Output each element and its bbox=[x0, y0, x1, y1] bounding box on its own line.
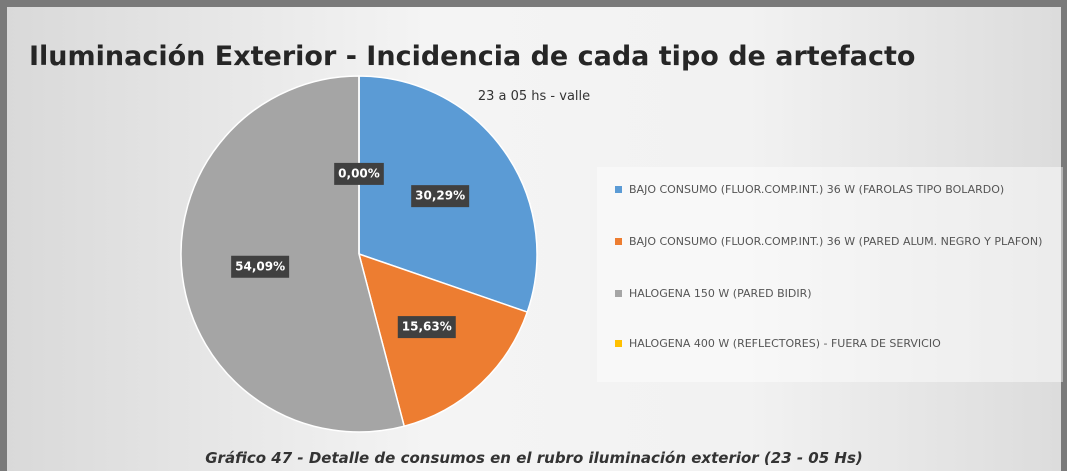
data-label-box bbox=[231, 255, 290, 278]
pie-slice bbox=[357, 252, 529, 428]
legend-label: HALOGENA 150 W (PARED BIDIR) bbox=[629, 287, 812, 300]
data-label-box bbox=[411, 185, 470, 208]
data-label: 54,09% bbox=[231, 255, 290, 278]
legend-entry: BAJO CONSUMO (FLUOR.COMP.INT.) 36 W (FAR… bbox=[615, 181, 1054, 199]
chart-title: Iluminación Exterior - Incidencia de cad… bbox=[29, 41, 916, 72]
data-label-text: 0,00% bbox=[338, 166, 380, 180]
data-label: 30,29% bbox=[411, 185, 470, 208]
legend-entry: BAJO CONSUMO (FLUOR.COMP.INT.) 36 W (PAR… bbox=[615, 233, 1054, 251]
legend-swatch bbox=[615, 238, 622, 245]
chart-subtitle: 23 a 05 hs - valle bbox=[477, 89, 591, 104]
data-label-text: 15,63% bbox=[402, 320, 452, 334]
data-label-text: 30,29% bbox=[415, 189, 465, 203]
data-label-box bbox=[334, 162, 384, 185]
pie-chart: 30,29% 15,63% 54,09% 0,00% bbox=[180, 75, 538, 433]
legend-label: HALOGENA 400 W (REFLECTORES) - FUERA DE … bbox=[629, 337, 941, 350]
caption: Gráfico 47 - Detalle de consumos en el r… bbox=[205, 449, 863, 467]
legend-swatch bbox=[615, 186, 622, 193]
legend-label: BAJO CONSUMO (FLUOR.COMP.INT.) 36 W (FAR… bbox=[629, 183, 1005, 196]
legend-entry: HALOGENA 400 W (REFLECTORES) - FUERA DE … bbox=[615, 335, 1054, 353]
data-label-text: 54,09% bbox=[235, 259, 285, 273]
legend: BAJO CONSUMO (FLUOR.COMP.INT.) 36 W (FAR… bbox=[597, 167, 1063, 382]
legend-label: BAJO CONSUMO (FLUOR.COMP.INT.) 36 W (PAR… bbox=[629, 235, 1043, 248]
legend-swatch bbox=[615, 340, 622, 347]
data-label-box bbox=[397, 316, 456, 339]
legend-entry: HALOGENA 150 W (PARED BIDIR) bbox=[615, 285, 1054, 303]
data-label: 15,63% bbox=[397, 316, 456, 339]
data-label: 0,00% bbox=[334, 162, 384, 185]
legend-swatch bbox=[615, 290, 622, 297]
